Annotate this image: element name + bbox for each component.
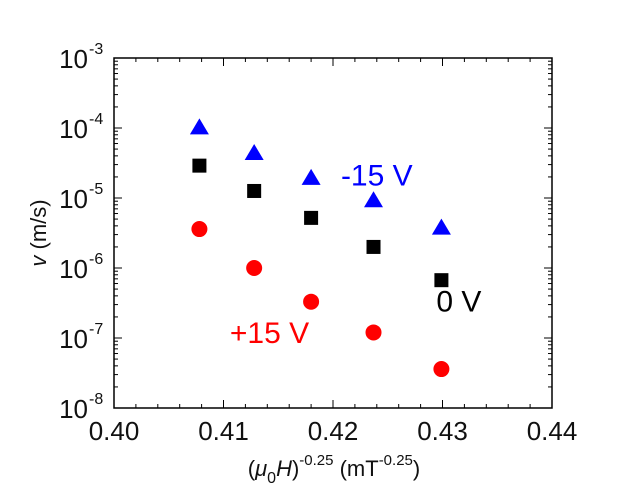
x-tick-label: 0.43 — [417, 416, 468, 446]
square-point — [192, 158, 207, 173]
x-axis-units: (mT — [333, 456, 378, 481]
x-axis-title: (μ0H)-0.25 (mT-0.25) — [248, 452, 420, 487]
circle-point — [191, 221, 208, 238]
triangle-point — [301, 168, 321, 185]
y-tick-base: 10 — [59, 44, 88, 74]
series-label: -15 V — [341, 160, 413, 193]
triangle-point — [189, 118, 209, 135]
y-tick-label: 10 — [59, 254, 88, 284]
plot-frame — [113, 57, 553, 409]
triangle-point — [244, 144, 264, 161]
x-tick-labels: 0.40 0.41 0.42 0.43 0.44 — [89, 416, 578, 446]
y-tick-label: 10 — [59, 324, 88, 354]
y-tick-label: 10 — [59, 44, 88, 74]
series-annotations: -15 V 0 V +15 V — [230, 160, 482, 350]
series-circle — [191, 221, 450, 378]
y-tick-exponent: -4 — [89, 111, 103, 128]
y-tick-labels: 10-310-410-510-610-710-8 — [59, 41, 103, 424]
y-tick-base: 10 — [59, 184, 88, 214]
x-axis-units-exp: -0.25 — [379, 452, 413, 469]
square-point — [434, 273, 449, 288]
square-point — [304, 210, 319, 225]
y-tick-label: 10 — [59, 394, 88, 424]
x-axis-paren-close: ) — [292, 456, 299, 481]
x-tick-label: 0.40 — [89, 416, 140, 446]
circle-point — [433, 361, 450, 378]
circle-point — [303, 293, 320, 310]
square-point — [247, 183, 262, 198]
y-tick-label: 10 — [59, 184, 88, 214]
y-tick-base: 10 — [59, 394, 88, 424]
y-axis-units: (m/s) — [26, 199, 51, 255]
y-tick-exponent: -3 — [89, 41, 103, 58]
y-tick-base: 10 — [59, 114, 88, 144]
data-markers — [189, 118, 451, 378]
y-tick-base: 10 — [59, 254, 88, 284]
series-label: +15 V — [230, 317, 309, 350]
x-axis-h: H — [276, 456, 292, 481]
triangle-point — [431, 218, 451, 235]
y-axis-title: v (m/s) — [26, 199, 51, 266]
circle-point — [246, 260, 263, 276]
x-tick-label: 0.41 — [198, 416, 249, 446]
series-label: 0 V — [436, 285, 481, 318]
y-tick-base: 10 — [59, 324, 88, 354]
x-axis-mu: μ — [254, 456, 267, 481]
y-tick-exponent: -7 — [89, 321, 103, 338]
x-axis-exp: -0.25 — [299, 452, 333, 469]
y-axis-var: v — [26, 254, 51, 267]
x-axis-units-close: ) — [413, 456, 420, 481]
y-tick-exponent: -5 — [89, 181, 103, 198]
square-point — [366, 239, 381, 254]
y-tick-exponent: -8 — [89, 391, 103, 408]
triangle-point — [364, 191, 384, 208]
y-tick-label: 10 — [59, 114, 88, 144]
x-tick-label: 0.44 — [527, 416, 578, 446]
x-tick-label: 0.42 — [308, 416, 359, 446]
series-square — [192, 158, 449, 288]
x-axis-mu-sub: 0 — [267, 470, 276, 487]
circle-point — [365, 324, 382, 341]
x-axis-paren-open: ( — [248, 456, 256, 481]
series-triangle — [189, 118, 451, 235]
y-tick-exponent: -6 — [89, 251, 103, 268]
